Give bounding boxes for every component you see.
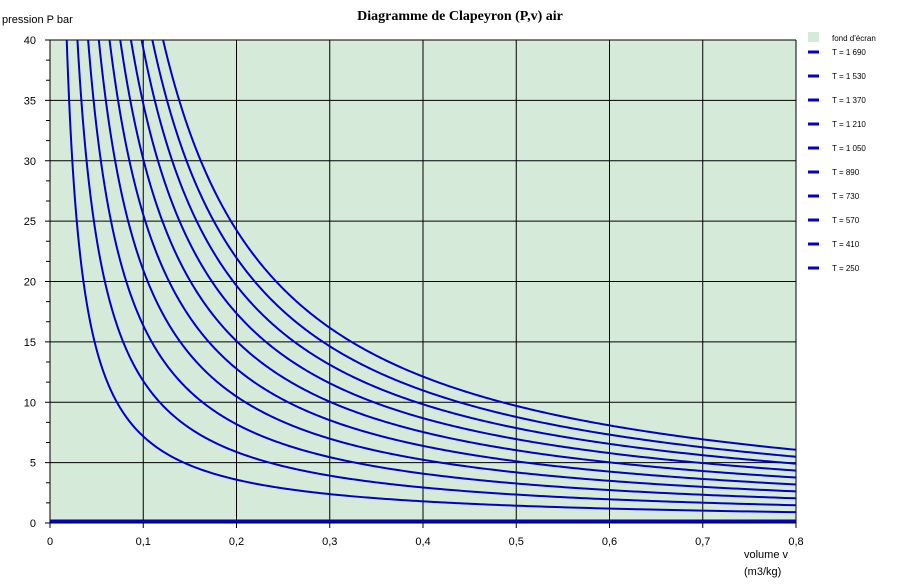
y-tick-label: 35 [24, 95, 36, 107]
isotherm-line-570 [87, 39, 797, 500]
legend-label: T = 410 [832, 240, 860, 249]
y-tick-label: 15 [24, 337, 36, 349]
legend-label: T = 730 [832, 192, 860, 201]
legend: fond d'écran T = 1 690 T = 1 530 T = 1 370… [808, 32, 876, 273]
isotherm-line-1370 [140, 39, 797, 465]
legend-background-label: fond d'écran [832, 34, 876, 43]
legend-label: T = 1 690 [832, 48, 866, 57]
y-axis-ticks: 0 5 10 15 20 25 30 35 40 [24, 35, 36, 530]
x-axis-label: volume v [744, 549, 789, 561]
y-tick-label: 0 [30, 518, 36, 530]
isotherm-line-730 [97, 39, 797, 493]
chart-title: Diagramme de Clapeyron (P,v) air [357, 9, 563, 24]
grid [45, 39, 797, 528]
y-tick-label: 10 [24, 397, 36, 409]
legend-background-swatch [808, 32, 819, 42]
x-tick-label: 0,7 [695, 536, 710, 548]
legend-label: T = 250 [832, 264, 860, 273]
isotherm-line-1210 [129, 39, 797, 472]
series-lines [65, 39, 797, 514]
isotherm-line-1530 [151, 39, 797, 458]
x-tick-label: 0,5 [509, 536, 524, 548]
legend-label: T = 1 210 [832, 120, 866, 129]
isotherm-line-1690 [162, 39, 797, 451]
x-axis-unit-label: (m3/kg) [744, 566, 781, 578]
x-tick-label: 0 [47, 536, 53, 548]
y-tick-label: 5 [30, 458, 36, 470]
y-tick-label: 20 [24, 277, 36, 289]
legend-label: T = 890 [832, 168, 860, 177]
legend-label: T = 570 [832, 216, 860, 225]
x-tick-label: 0,1 [136, 536, 151, 548]
isotherm-line-890 [108, 39, 797, 486]
y-tick-label: 30 [24, 156, 36, 168]
isotherm-line-410 [76, 39, 797, 507]
x-tick-label: 0,4 [415, 536, 430, 548]
y-tick-label: 25 [24, 216, 36, 228]
isotherm-line-250 [65, 39, 797, 514]
x-tick-label: 0,6 [602, 536, 617, 548]
legend-label: T = 1 050 [832, 144, 866, 153]
y-axis-label: pression P bar [2, 14, 73, 26]
x-tick-label: 0,2 [229, 536, 244, 548]
legend-label: T = 1 530 [832, 72, 866, 81]
isotherm-line-1050 [119, 39, 797, 479]
x-tick-label: 0,3 [322, 536, 337, 548]
x-axis-ticks: 0 0,1 0,2 0,3 0,4 0,5 0,6 0,7 0,8 [47, 536, 804, 548]
y-tick-label: 40 [24, 35, 36, 47]
legend-label: T = 1 370 [832, 96, 866, 105]
y-axis-minor-ticks [46, 59, 50, 504]
x-tick-label: 0,8 [788, 536, 803, 548]
